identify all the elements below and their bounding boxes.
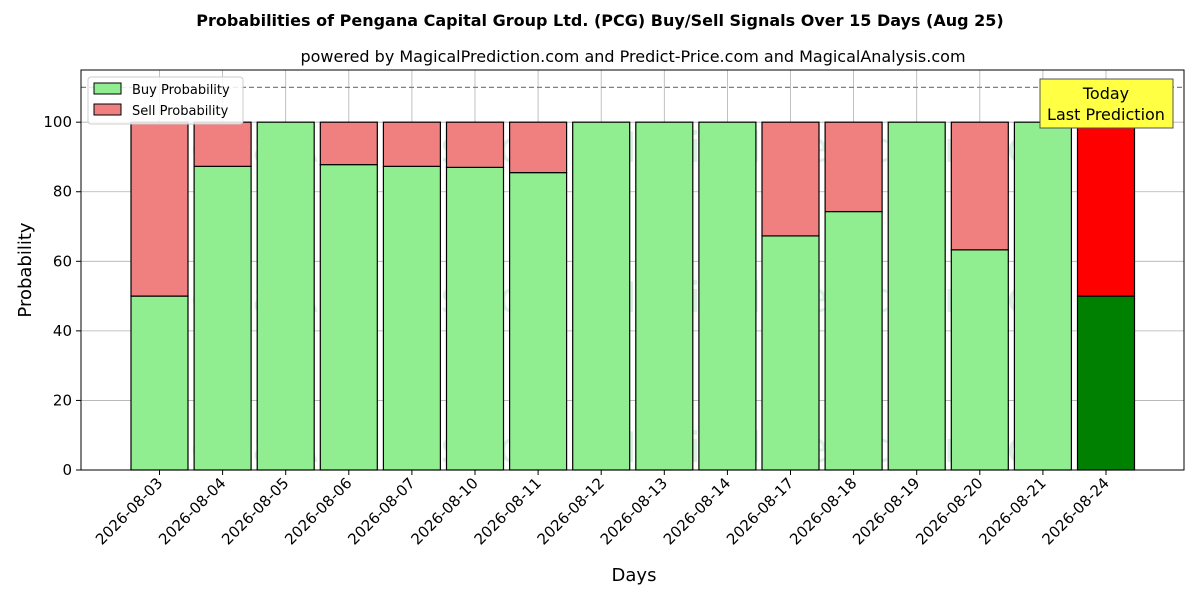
buy-bar bbox=[445, 166, 505, 471]
legend-swatch bbox=[93, 103, 122, 116]
buy-bar bbox=[319, 164, 378, 471]
buy-bar bbox=[698, 121, 757, 471]
y-tick-label: 100 bbox=[43, 113, 72, 131]
buy-bar bbox=[130, 295, 189, 471]
bars-layer bbox=[130, 121, 1136, 471]
x-tick-label: 2026-08-10 bbox=[407, 474, 481, 548]
x-tick-label: 2026-08-11 bbox=[471, 474, 545, 548]
x-tick-label: 2026-08-05 bbox=[218, 474, 292, 548]
x-tick-label: 2026-08-12 bbox=[534, 474, 608, 548]
buy-bar bbox=[382, 165, 441, 471]
buy-bar bbox=[193, 165, 252, 471]
sell-bar bbox=[824, 121, 883, 213]
x-tick-label: 2026-08-19 bbox=[849, 474, 923, 548]
buy-bar bbox=[1013, 121, 1073, 471]
legend-swatch bbox=[93, 82, 122, 95]
sell-bar bbox=[1076, 121, 1136, 297]
legend-label: Sell Probability bbox=[132, 104, 229, 119]
sell-bar bbox=[445, 121, 505, 168]
sell-bar bbox=[509, 121, 568, 174]
x-tick-label: 2026-08-17 bbox=[723, 474, 797, 548]
sell-bar bbox=[761, 121, 820, 237]
chart-subtitle: powered by MagicalPrediction.com and Pre… bbox=[300, 47, 965, 66]
x-tick-label: 2026-08-13 bbox=[597, 474, 671, 548]
x-tick-label: 2026-08-18 bbox=[786, 474, 860, 548]
sell-bar bbox=[950, 121, 1009, 251]
annotation-text: Last Prediction bbox=[1047, 105, 1165, 124]
x-tick-label: 2026-08-07 bbox=[344, 474, 418, 548]
x-axis-label: Days bbox=[612, 565, 657, 586]
buy-bar bbox=[887, 121, 946, 471]
sell-bar bbox=[382, 121, 441, 167]
x-tick-label: 2026-08-03 bbox=[92, 474, 166, 548]
x-axis: 2026-08-032026-08-042026-08-052026-08-06… bbox=[92, 470, 1113, 548]
chart-title: Probabilities of Pengana Capital Group L… bbox=[196, 11, 1003, 30]
buy-bar bbox=[572, 121, 631, 471]
y-axis: 0 20 40 60 80 100 bbox=[43, 113, 81, 479]
y-tick-label: 80 bbox=[53, 183, 72, 201]
y-axis-label: Probability bbox=[15, 222, 36, 317]
plot-frame bbox=[80, 69, 1185, 471]
legend-box bbox=[87, 76, 244, 125]
buy-bar bbox=[950, 249, 1009, 471]
buy-bar bbox=[256, 121, 315, 471]
annotation-box bbox=[1039, 78, 1174, 129]
legend: Buy Probability Sell Probability bbox=[87, 76, 244, 125]
buy-bar bbox=[761, 235, 820, 471]
buy-bar bbox=[635, 121, 694, 471]
today-annotation: Today Last Prediction bbox=[1039, 78, 1174, 129]
y-tick-label: 60 bbox=[53, 252, 72, 270]
x-tick-label: 2026-08-24 bbox=[1038, 474, 1112, 548]
x-tick-label: 2026-08-14 bbox=[660, 474, 734, 548]
annotation-text: Today bbox=[1082, 84, 1129, 103]
sell-bar bbox=[193, 121, 252, 167]
sell-bar bbox=[130, 121, 189, 297]
y-tick-label: 40 bbox=[53, 322, 72, 340]
x-tick-label: 2026-08-04 bbox=[155, 474, 229, 548]
x-tick-label: 2026-08-21 bbox=[975, 474, 1049, 548]
legend-label: Buy Probability bbox=[132, 83, 230, 98]
sell-bar bbox=[319, 121, 378, 166]
buy-bar bbox=[509, 172, 568, 471]
x-tick-label: 2026-08-06 bbox=[281, 474, 355, 548]
y-tick-label: 20 bbox=[53, 391, 72, 409]
x-tick-label: 2026-08-20 bbox=[912, 474, 986, 548]
y-tick-label: 0 bbox=[62, 461, 72, 479]
buy-bar bbox=[824, 210, 883, 471]
buy-bar bbox=[1076, 295, 1136, 471]
